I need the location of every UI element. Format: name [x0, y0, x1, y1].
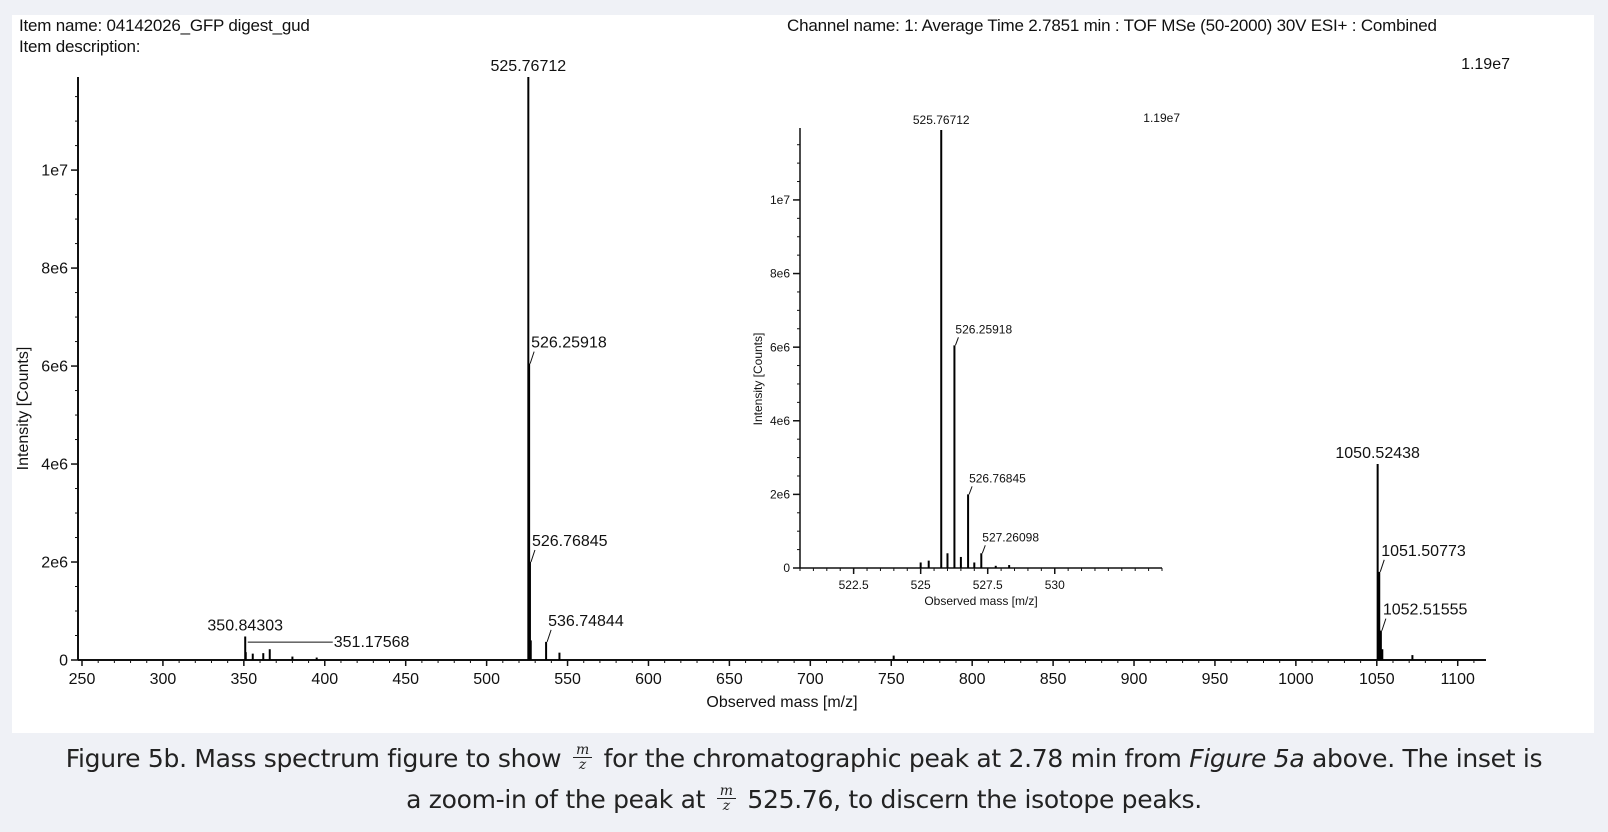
main-spectrum-peak-label: 536.74844: [548, 613, 624, 630]
caption-line2-suffix: 525.76, to discern the isotope peaks.: [747, 785, 1202, 814]
fraction-numerator: m: [572, 743, 592, 758]
inset-spectrum-x-axis-title: Observed mass [m/z]: [924, 594, 1037, 608]
inset-spectrum-peak-label: 527.26098: [982, 530, 1039, 544]
caption-line-1: Figure 5b. Mass spectrum figure to show …: [0, 738, 1608, 779]
main-spectrum-peak-leader: [530, 549, 536, 563]
inset-spectrum-peak-leader: [968, 486, 973, 495]
main-spectrum-x-tick-label: 850: [1040, 671, 1067, 688]
main-spectrum-y-tick-label: 6e6: [41, 359, 68, 376]
main-spectrum-peak-leader: [1381, 618, 1387, 631]
main-spectrum-x-tick-label: 600: [635, 671, 662, 688]
main-spectrum-x-tick-label: 350: [230, 671, 257, 688]
inset-spectrum-y-axis-title: Intensity [Counts]: [751, 333, 765, 426]
fraction-denominator: z: [578, 756, 586, 773]
main-spectrum-x-tick-label: 750: [878, 671, 905, 688]
main-spectrum-peak-label: 1051.50773: [1381, 543, 1466, 560]
main-spectrum-x-tick-label: 650: [716, 671, 743, 688]
channel-name-label: Channel name: 1: Average Time 2.7851 min…: [787, 16, 1437, 35]
main-spectrum-peak-leader: [1379, 559, 1385, 572]
inset-spectrum-x-tick-label: 527.5: [973, 578, 1003, 592]
inset-spectrum-peak-leader: [981, 545, 986, 554]
inset-spectrum-x-tick-label: 530: [1045, 578, 1065, 592]
main-spectrum-x-tick-label: 500: [473, 671, 500, 688]
main-spectrum-y-tick-label: 1e7: [41, 163, 68, 180]
inset-spectrum-y-tick-label: 4e6: [770, 414, 790, 428]
caption-figure-ref: Figure 5a: [1189, 744, 1305, 773]
main-spectrum-x-tick-label: 400: [311, 671, 338, 688]
main-spectrum-max-intensity-label: 1.19e7: [1461, 56, 1510, 73]
inset-spectrum-y-tick-label: 0: [783, 561, 790, 575]
main-spectrum-peak-label: 525.76712: [491, 58, 567, 75]
main-spectrum-x-tick-label: 450: [392, 671, 419, 688]
main-spectrum-peak-label: 1050.52438: [1335, 445, 1420, 462]
main-spectrum-y-tick-label: 0: [59, 653, 68, 670]
fraction-denominator: z: [722, 797, 730, 814]
inset-spectrum-peak-label: 526.76845: [969, 471, 1026, 485]
main-spectrum-x-tick-label: 800: [959, 671, 986, 688]
main-spectrum-peak-label: 1052.51555: [1383, 602, 1468, 619]
main-spectrum-x-axis-title: Observed mass [m/z]: [706, 694, 857, 711]
inset-spectrum-peak-label: 526.25918: [955, 322, 1012, 336]
figure-panel: Item name: 04142026_GFP digest_gud Item …: [12, 15, 1594, 733]
main-spectrum-x-tick-label: 300: [150, 671, 177, 688]
main-spectrum-peak-label: 526.25918: [531, 335, 607, 352]
main-spectrum-y-tick-label: 2e6: [41, 555, 68, 572]
main-spectrum-y-axis-title: Intensity [Counts]: [15, 347, 32, 471]
main-spectrum-x-tick-label: 250: [69, 671, 96, 688]
main-spectrum-peak-leader: [529, 351, 535, 364]
inset-spectrum-y-tick-label: 2e6: [770, 488, 790, 502]
main-spectrum-x-tick-label: 950: [1202, 671, 1229, 688]
caption-after-ref: above. The inset is: [1312, 744, 1543, 773]
main-spectrum-x-tick-label: 550: [554, 671, 581, 688]
main-spectrum-peak-leader: [546, 629, 552, 643]
main-spectrum-y-tick-label: 4e6: [41, 457, 68, 474]
inset-spectrum-y-tick-label: 6e6: [770, 340, 790, 354]
caption-line2-prefix: a zoom-in of the peak at: [406, 785, 706, 814]
inset-spectrum-peak-label: 525.76712: [913, 113, 970, 127]
inset-spectrum-x-tick-label: 522.5: [839, 578, 869, 592]
inset-spectrum-y-tick-label: 1e7: [770, 193, 790, 207]
item-name-label: Item name: 04142026_GFP digest_gud: [19, 16, 310, 35]
main-spectrum-x-tick-label: 1000: [1278, 671, 1314, 688]
main-spectrum-y-tick-label: 8e6: [41, 261, 68, 278]
main-spectrum-peak-label: 351.17568: [334, 634, 410, 651]
main-spectrum-x-tick-label: 1050: [1359, 671, 1395, 688]
main-spectrum-x-tick-label: 700: [797, 671, 824, 688]
item-description-label: Item description:: [19, 37, 141, 56]
mass-spectrum-chart: 250 300 350 400 450 500 550 600 650 700 750 800 850 9…: [15, 56, 1510, 711]
main-spectrum-peak-label: 350.84303: [207, 617, 283, 634]
inset-spectrum-x-tick-label: 525: [911, 578, 931, 592]
main-spectrum-x-tick-label: 1100: [1441, 671, 1476, 688]
caption-mid: for the chromatographic peak at 2.78 min…: [603, 744, 1182, 773]
fraction-numerator: m: [716, 784, 736, 799]
main-spectrum-peak-label: 526.76845: [532, 533, 608, 550]
figure-caption: Figure 5b. Mass spectrum figure to show …: [0, 738, 1608, 820]
caption-prefix: Figure 5b. Mass spectrum figure to show: [65, 744, 562, 773]
inset-spectrum-max-intensity-label: 1.19e7: [1143, 111, 1180, 125]
inset-spectrum-y-tick-label: 8e6: [770, 267, 790, 281]
main-spectrum-x-tick-label: 900: [1121, 671, 1148, 688]
inset-spectrum-peak-leader: [954, 337, 959, 346]
